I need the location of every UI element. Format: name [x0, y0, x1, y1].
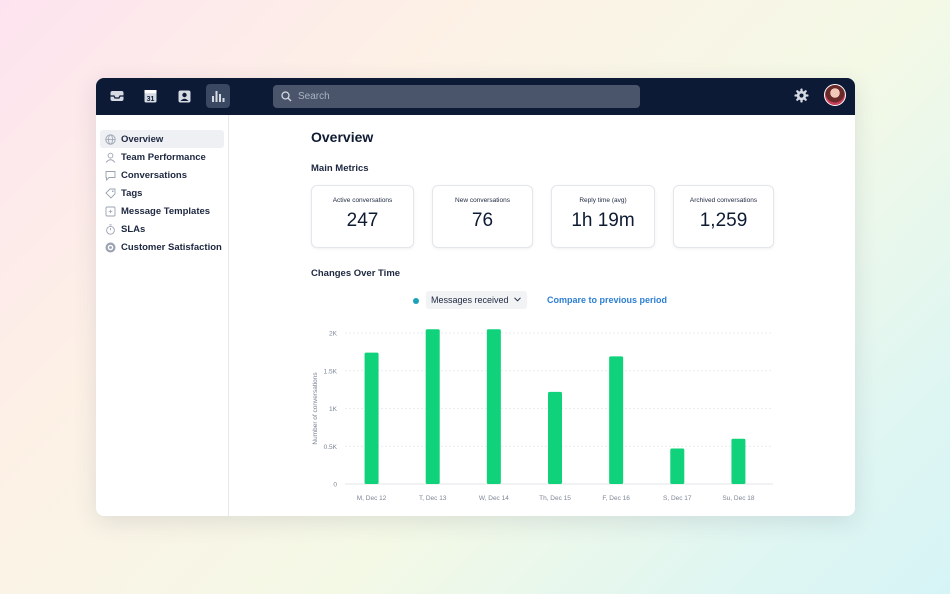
main-content: Overview Main Metrics Active conversatio…	[311, 115, 855, 516]
search-bar[interactable]	[273, 85, 640, 108]
x-tick-label: T, Dec 13	[419, 495, 447, 502]
metric-value: 247	[346, 210, 379, 231]
metric-card-reply-time: Reply time (avg) 1h 19m	[551, 185, 655, 248]
metric-value: 1h 19m	[571, 210, 635, 231]
search-input[interactable]	[298, 91, 618, 102]
inbox-icon[interactable]	[105, 84, 129, 108]
sidebar-item-tags[interactable]: Tags	[100, 184, 224, 202]
top-bar: 31	[96, 78, 855, 115]
main-metrics-heading: Main Metrics	[311, 163, 369, 174]
metric-card-active-conversations: Active conversations 247	[311, 185, 414, 248]
chevron-down-icon	[514, 297, 521, 302]
x-tick-label: M, Dec 12	[357, 495, 387, 502]
bar-7	[731, 438, 746, 484]
metric-card-new-conversations: New conversations 76	[432, 185, 533, 248]
calendar-icon[interactable]: 31	[138, 84, 162, 108]
x-tick-label: S, Dec 17	[663, 495, 692, 502]
calendar-day: 31	[146, 96, 154, 103]
bar-1	[364, 352, 379, 484]
gear-icon[interactable]	[794, 88, 809, 108]
metric-value: 1,259	[699, 210, 748, 231]
sidebar-item-label: Message Templates	[121, 205, 211, 217]
app-window: 31 Overview Team Performance Conversatio…	[96, 78, 855, 516]
badge-icon	[105, 242, 116, 253]
template-icon	[105, 206, 116, 217]
sidebar-item-slas[interactable]: SLAs	[100, 220, 224, 238]
globe-icon	[105, 133, 116, 145]
metric-select[interactable]: Messages received	[426, 291, 527, 309]
x-tick-label: Th, Dec 15	[539, 495, 571, 502]
bar-5	[609, 356, 624, 484]
y-axis-label: Number of conversations	[312, 372, 319, 445]
avatar[interactable]	[824, 84, 846, 106]
sidebar-item-overview[interactable]: Overview	[100, 130, 224, 148]
sidebar-item-label: SLAs	[121, 223, 146, 235]
changes-over-time-heading: Changes Over Time	[311, 268, 401, 279]
stopwatch-icon	[105, 223, 116, 235]
bar-6	[670, 448, 685, 484]
sidebar-item-team-performance[interactable]: Team Performance	[100, 148, 224, 166]
y-tick-label: 2K	[329, 331, 338, 338]
search-icon	[281, 91, 292, 102]
metric-label: Reply time (avg)	[579, 197, 627, 204]
y-tick-label: 1K	[329, 406, 338, 413]
y-tick-label: 0.5K	[324, 444, 338, 451]
x-tick-label: F, Dec 16	[602, 495, 630, 502]
sidebar-item-label: Conversations	[121, 169, 187, 181]
bar-4	[548, 391, 562, 484]
x-tick-label: Su, Dec 18	[722, 495, 755, 502]
y-tick-label: 0	[333, 482, 337, 489]
metric-value: 76	[471, 210, 494, 231]
sidebar-item-label: Tags	[121, 187, 143, 199]
user-icon	[105, 152, 116, 163]
metric-label: Archived conversations	[689, 197, 758, 204]
analytics-icon[interactable]	[206, 84, 230, 108]
chat-icon	[105, 170, 116, 181]
metric-card-archived-conversations: Archived conversations 1,259	[673, 185, 774, 248]
sidebar-item-customer-satisfaction[interactable]: Customer Satisfaction	[100, 238, 224, 256]
metric-label: New conversations	[455, 197, 510, 204]
metric-select-value: Messages received	[431, 295, 509, 305]
sidebar-item-conversations[interactable]: Conversations	[100, 166, 224, 184]
contacts-icon[interactable]	[172, 84, 196, 108]
compare-previous-period-link[interactable]: Compare to previous period	[547, 295, 668, 305]
metric-label: Active conversations	[332, 197, 393, 204]
tag-icon	[105, 188, 116, 199]
sidebar: Overview Team Performance Conversations …	[96, 115, 229, 516]
x-tick-label: W, Dec 14	[479, 495, 509, 502]
series-legend-dot	[413, 298, 419, 304]
sidebar-item-label: Overview	[121, 133, 164, 145]
bar-2	[425, 329, 440, 484]
sidebar-item-message-templates[interactable]: Message Templates	[100, 202, 224, 220]
messages-bar-chart: 0 0.5K 1K 1.5K 2K Number of conversations M, D…	[312, 329, 773, 502]
page-title: Overview	[311, 129, 374, 145]
sidebar-item-label: Customer Satisfaction	[121, 241, 222, 253]
y-tick-label: 1.5K	[324, 368, 338, 375]
bar-3	[486, 329, 501, 484]
sidebar-item-label: Team Performance	[121, 151, 206, 163]
